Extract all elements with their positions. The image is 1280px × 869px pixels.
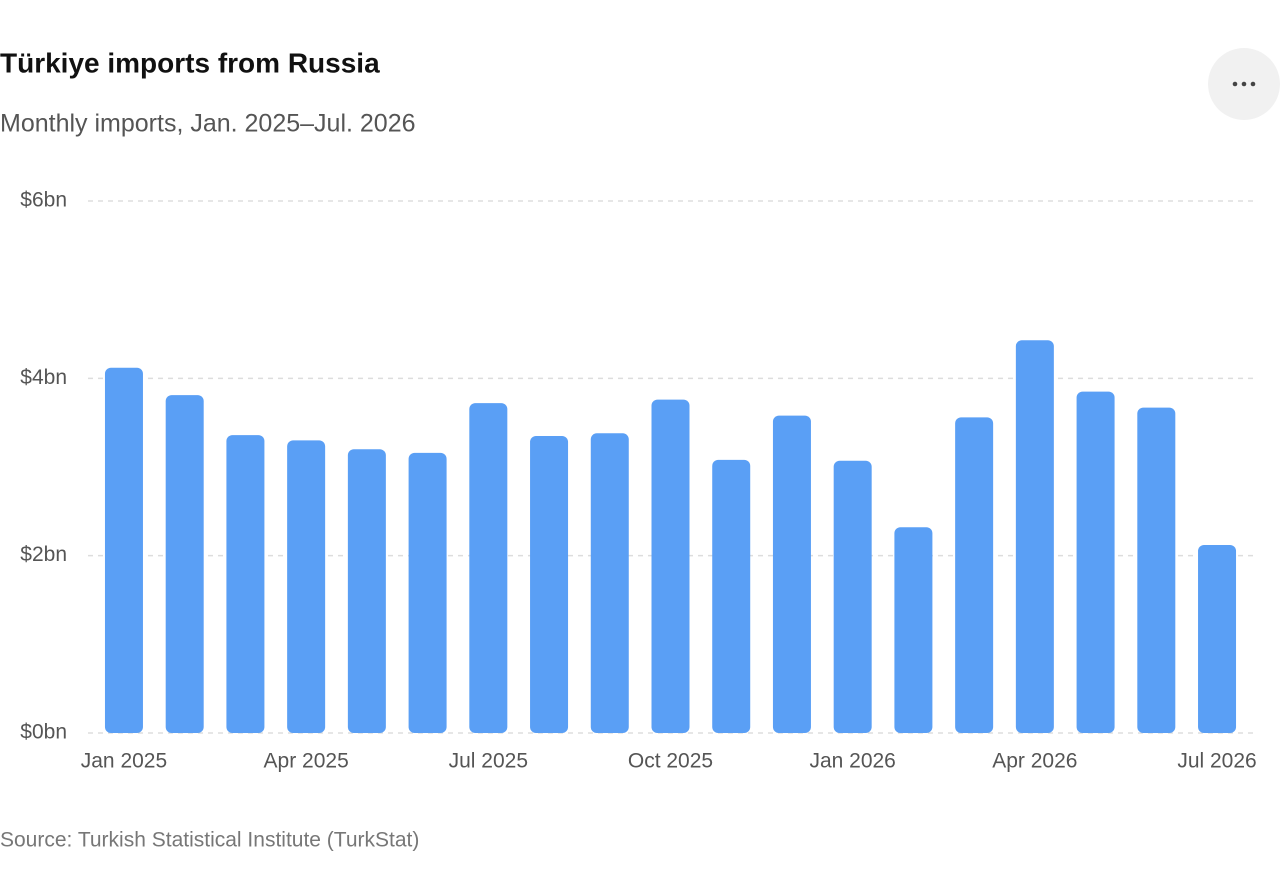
source: Source: Turkish Statistical Institute (T… bbox=[0, 829, 419, 852]
x-tick-label: Apr 2025 bbox=[264, 750, 349, 773]
chart-subtitle: Monthly imports, Jan. 2025–Jul. 2026 bbox=[0, 110, 416, 138]
x-tick-label: Jan 2026 bbox=[809, 750, 895, 773]
bar bbox=[347, 449, 386, 733]
y-tick-label: $6bn bbox=[20, 189, 67, 212]
more-button[interactable] bbox=[1208, 48, 1280, 120]
chart-title: Türkiye imports from Russia bbox=[0, 47, 380, 78]
bar bbox=[530, 435, 569, 733]
bar bbox=[894, 527, 933, 733]
x-tick-label: Jul 2025 bbox=[449, 750, 528, 773]
x-tick-label: Oct 2025 bbox=[628, 750, 713, 773]
bar bbox=[287, 440, 326, 733]
bar bbox=[712, 459, 751, 733]
y-tick-label: $4bn bbox=[20, 366, 67, 389]
x-tick-label: Jul 2026 bbox=[1177, 750, 1256, 773]
bar bbox=[1076, 391, 1115, 733]
bar bbox=[955, 417, 994, 733]
dot bbox=[1241, 81, 1247, 87]
y-tick-label: $0bn bbox=[20, 721, 67, 744]
y-tick-label: $2bn bbox=[20, 543, 67, 566]
bar bbox=[590, 433, 629, 733]
bar bbox=[772, 415, 811, 733]
bar bbox=[104, 367, 143, 733]
bar bbox=[651, 399, 690, 733]
bar bbox=[469, 403, 508, 733]
bar bbox=[1198, 545, 1237, 733]
bar bbox=[226, 435, 265, 733]
bar bbox=[833, 460, 872, 733]
bar bbox=[1137, 407, 1176, 733]
bar bbox=[1015, 340, 1054, 733]
x-tick-label: Jan 2025 bbox=[81, 750, 167, 773]
dot bbox=[1250, 81, 1256, 87]
bar bbox=[408, 452, 447, 733]
dot bbox=[1232, 81, 1238, 87]
bar bbox=[165, 395, 204, 733]
x-tick-label: Apr 2026 bbox=[992, 750, 1077, 773]
